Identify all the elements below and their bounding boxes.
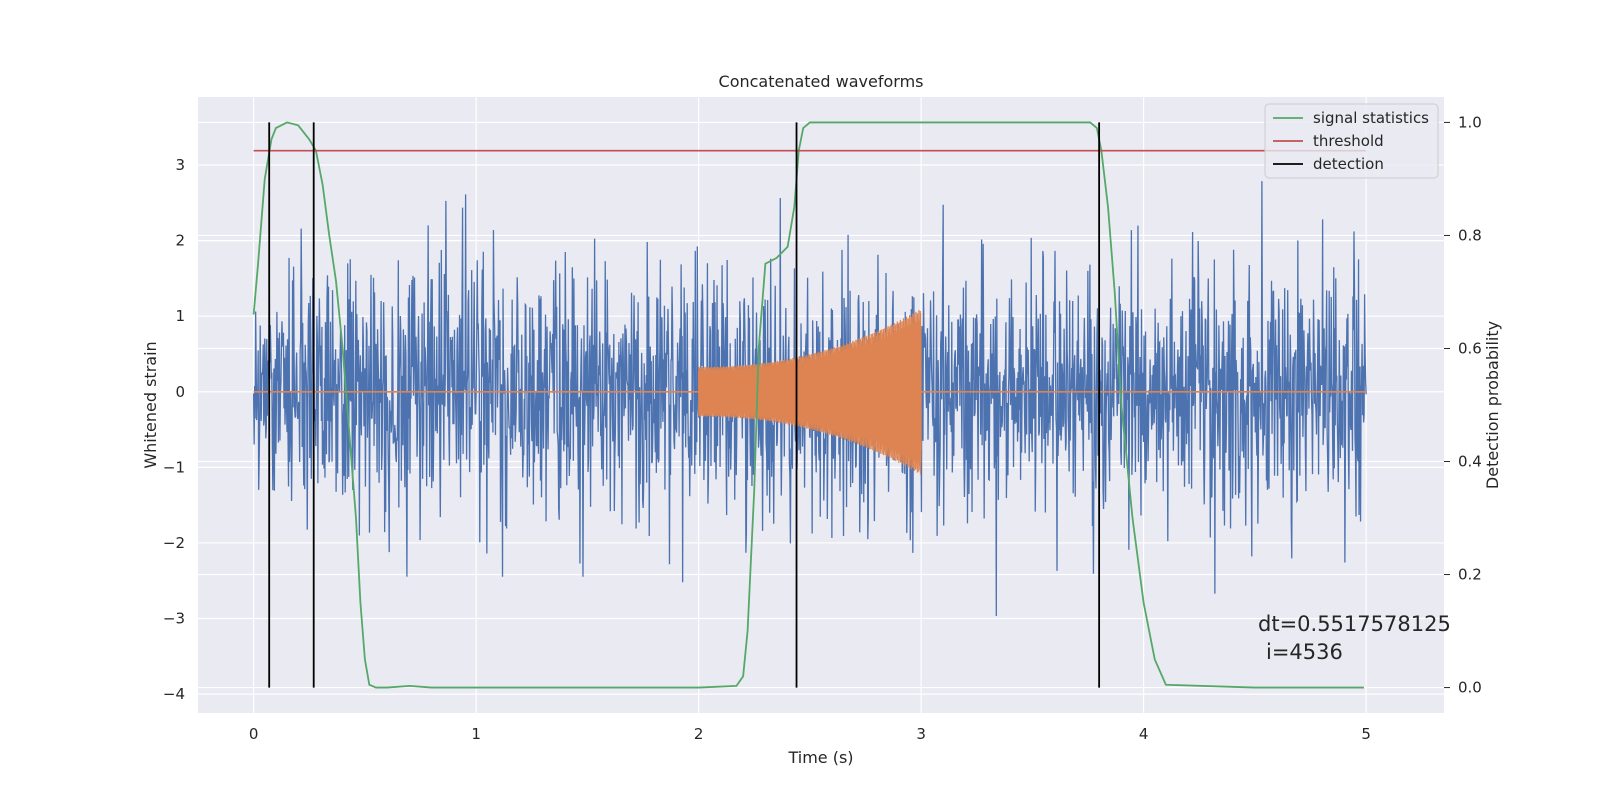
legend-frame [1264, 103, 1439, 179]
y-tick-label: 3 [175, 156, 185, 174]
data-layer [252, 121, 1367, 689]
signal-statistics-line [252, 121, 1364, 689]
x-tick-label: 4 [1139, 725, 1149, 743]
y-tick-label: 1 [175, 307, 185, 325]
y2-tick-label: 0.0 [1458, 679, 1482, 697]
strain-series-line [252, 181, 1367, 617]
y-tick-label: −4 [163, 685, 185, 703]
waveform-series-line [698, 310, 922, 475]
y-axis-label: Whitened strain [141, 341, 160, 468]
y2-tick-label: 0.6 [1458, 339, 1482, 357]
annotation-dt: dt=0.5517578125 [1258, 612, 1451, 636]
legend: signal statistics threshold detection [1264, 103, 1439, 179]
y-tick-label: −2 [163, 534, 185, 552]
y2-tick-label: 0.8 [1458, 226, 1482, 244]
y-tick-label: −3 [163, 610, 185, 628]
x-tick-label: 2 [694, 725, 704, 743]
tick-labels: 0 1 2 3 4 5 −4 −3 −2 −1 0 1 2 3 0.0 0.2 0.4 0.6 0.8 1.0 [163, 113, 1482, 743]
x-tick-label: 5 [1361, 725, 1371, 743]
legend-label: detection [1313, 155, 1384, 173]
x-axis-label: Time (s) [787, 748, 853, 767]
y2-tick-label: 0.4 [1458, 453, 1482, 471]
y-tick-label: −1 [163, 458, 185, 476]
legend-label: signal statistics [1313, 109, 1429, 127]
x-tick-label: 0 [249, 725, 259, 743]
y2-tick-label: 1.0 [1458, 113, 1482, 131]
y2-tick-label: 0.2 [1458, 566, 1482, 584]
y-tick-label: 2 [175, 232, 185, 250]
y-tick-label: 0 [175, 383, 185, 401]
x-tick-label: 3 [916, 725, 926, 743]
y2-axis-label: Detection probability [1483, 321, 1502, 489]
chart-title: Concatenated waveforms [719, 72, 924, 91]
annotation-index: i=4536 [1266, 640, 1343, 664]
x-tick-label: 1 [471, 725, 481, 743]
legend-label: threshold [1313, 132, 1384, 150]
